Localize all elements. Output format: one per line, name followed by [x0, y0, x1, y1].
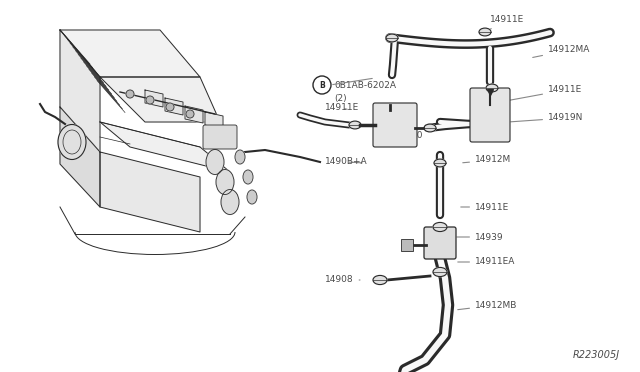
FancyBboxPatch shape [470, 88, 510, 142]
Polygon shape [100, 122, 230, 172]
Ellipse shape [243, 170, 253, 184]
Text: 1490B+A: 1490B+A [325, 157, 367, 167]
Text: 14911E: 14911E [461, 202, 509, 212]
Ellipse shape [216, 170, 234, 195]
Text: B: B [319, 80, 325, 90]
Circle shape [186, 110, 194, 118]
Ellipse shape [221, 189, 239, 215]
Ellipse shape [247, 190, 257, 204]
Ellipse shape [349, 121, 361, 129]
Text: R223005J: R223005J [573, 350, 620, 360]
Ellipse shape [434, 159, 446, 167]
Ellipse shape [206, 150, 224, 174]
Ellipse shape [373, 275, 387, 285]
Circle shape [313, 76, 331, 94]
Ellipse shape [433, 267, 447, 276]
Polygon shape [60, 30, 200, 77]
Polygon shape [60, 107, 100, 207]
Circle shape [146, 96, 154, 104]
FancyBboxPatch shape [401, 239, 413, 251]
Text: (2): (2) [334, 93, 347, 103]
Circle shape [166, 103, 174, 111]
Polygon shape [165, 98, 183, 115]
Polygon shape [185, 106, 203, 123]
Ellipse shape [486, 84, 498, 92]
Text: 0B1AB-6202A: 0B1AB-6202A [334, 80, 396, 90]
Text: 14919N: 14919N [511, 113, 584, 122]
Text: 14912MA: 14912MA [532, 45, 590, 57]
Text: 14911EA: 14911EA [0, 371, 1, 372]
FancyBboxPatch shape [203, 125, 237, 149]
Ellipse shape [479, 28, 491, 36]
Ellipse shape [58, 125, 86, 160]
Text: 14939: 14939 [457, 232, 504, 241]
Text: 14911EA: 14911EA [458, 257, 515, 266]
Polygon shape [205, 112, 223, 129]
Text: 14912M: 14912M [463, 155, 511, 164]
Ellipse shape [433, 222, 447, 231]
Circle shape [126, 90, 134, 98]
Ellipse shape [235, 150, 245, 164]
Ellipse shape [386, 34, 398, 42]
Text: 14908: 14908 [325, 276, 360, 285]
Text: 14911E: 14911E [503, 86, 582, 102]
Ellipse shape [424, 124, 436, 132]
Text: 14920: 14920 [392, 124, 424, 140]
Text: 14912MB: 14912MB [458, 301, 517, 310]
Polygon shape [60, 30, 100, 152]
Text: 14911E: 14911E [325, 103, 359, 112]
FancyBboxPatch shape [373, 103, 417, 147]
Polygon shape [100, 77, 220, 122]
Polygon shape [100, 152, 200, 232]
Polygon shape [145, 90, 163, 107]
Text: 14911E: 14911E [488, 16, 524, 31]
FancyBboxPatch shape [424, 227, 456, 259]
